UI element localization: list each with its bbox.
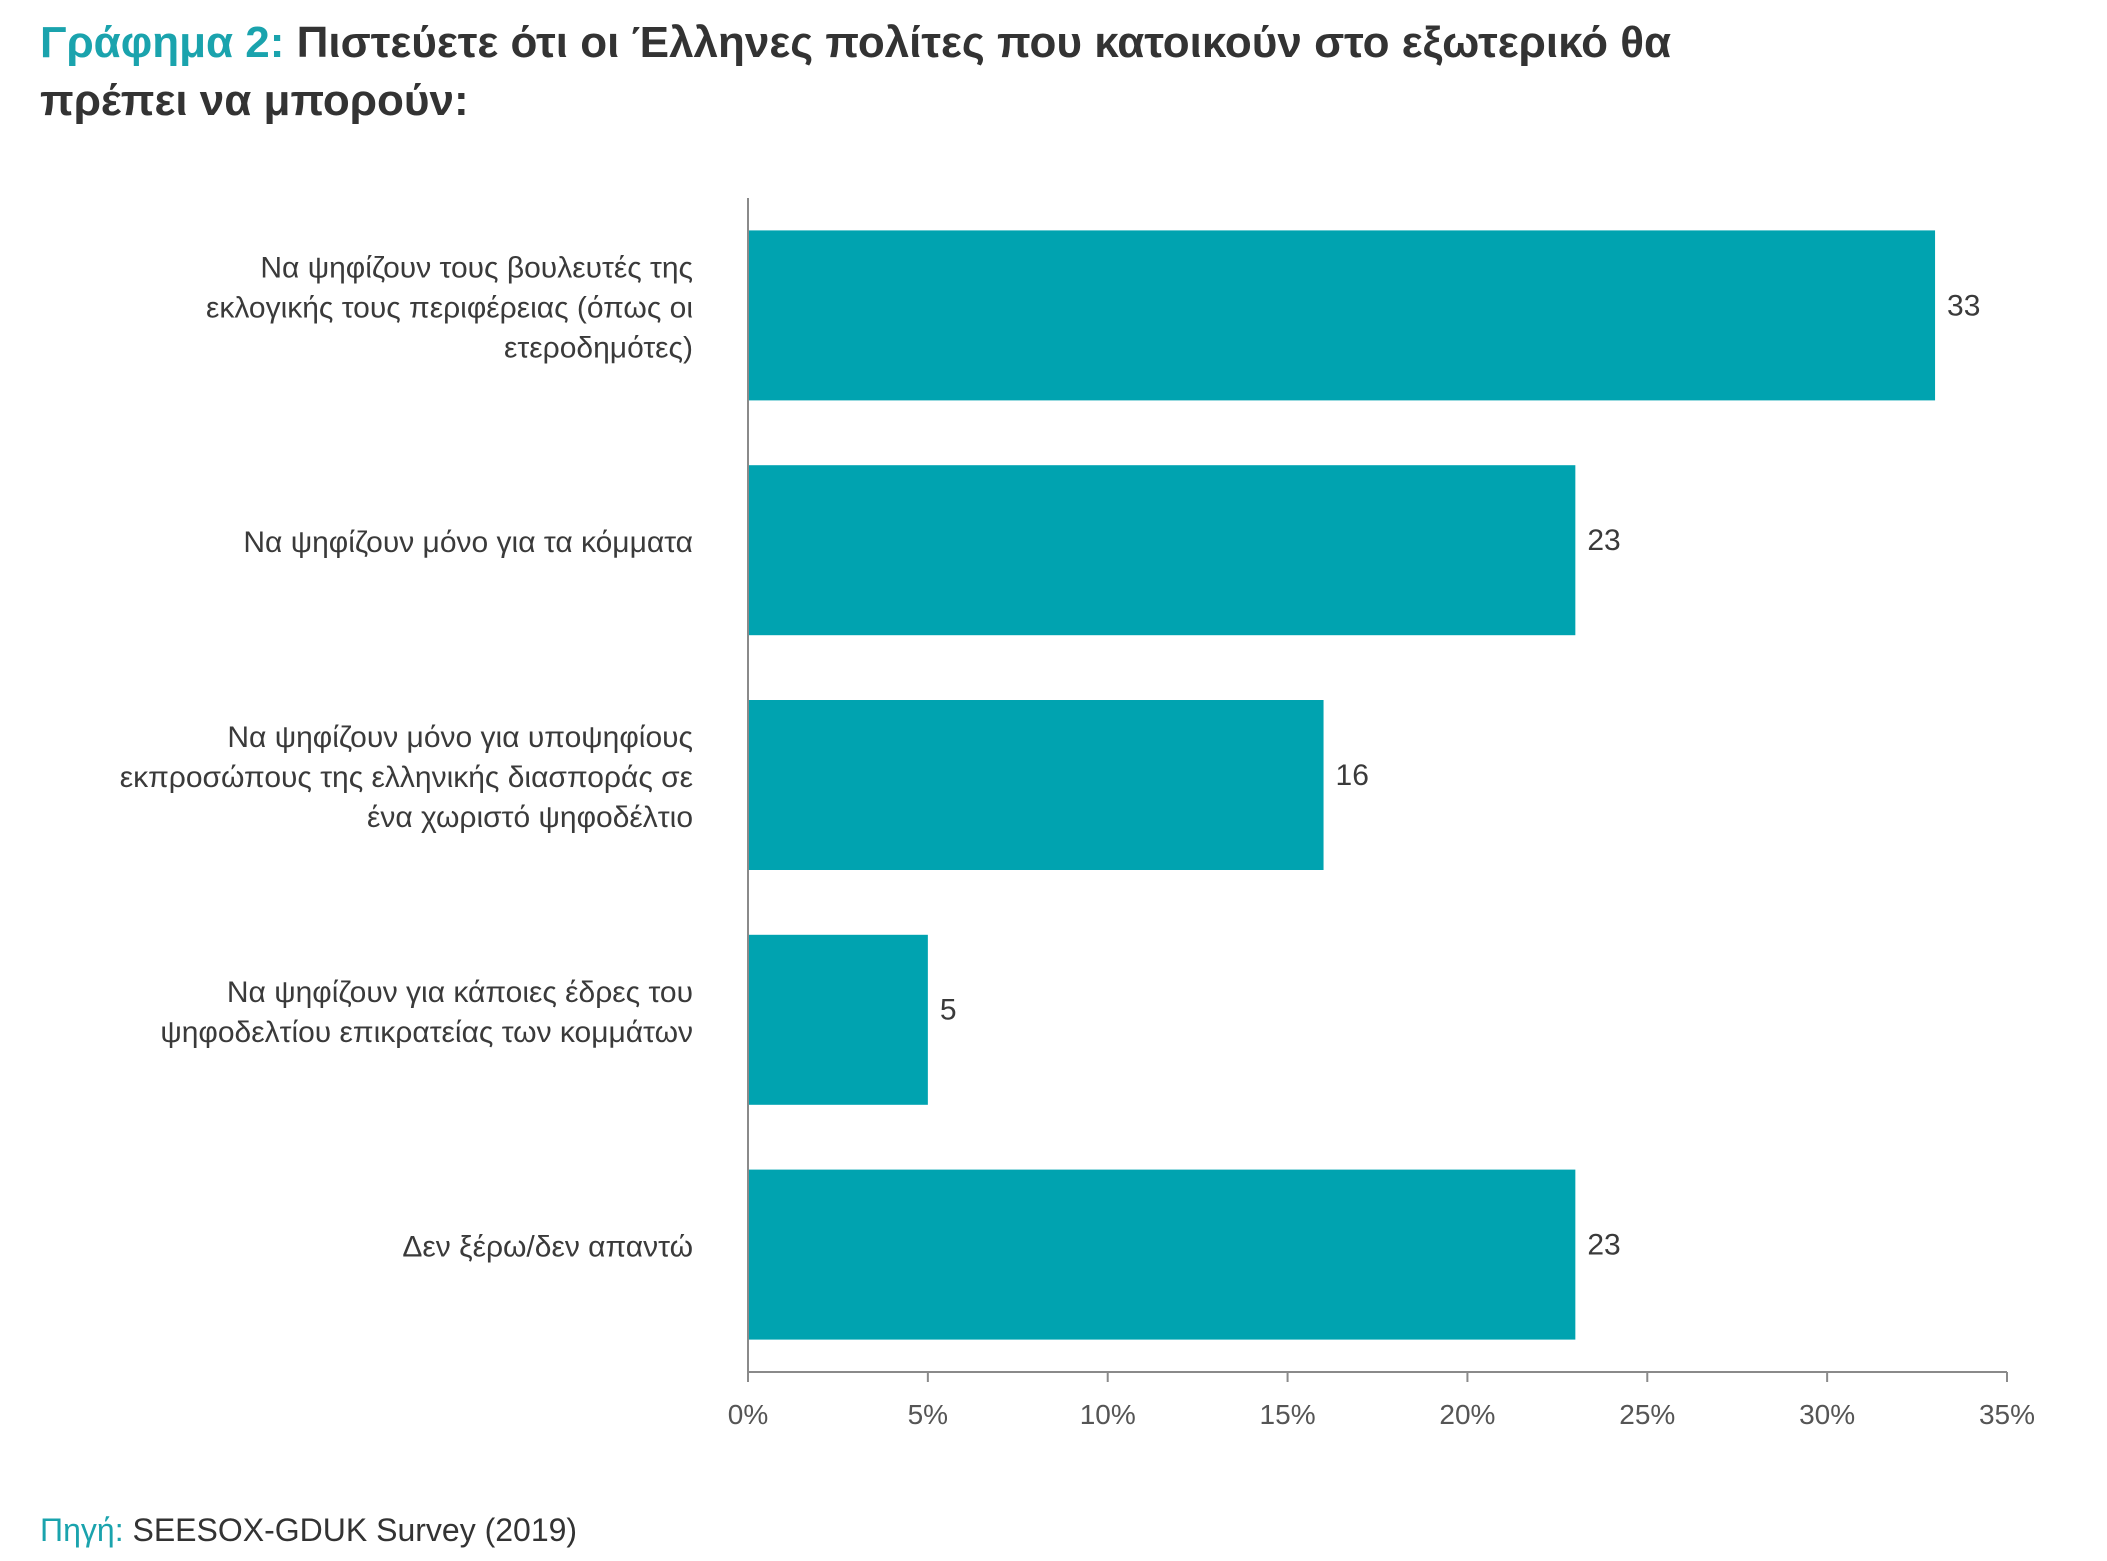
category-label-line: Να ψηφίζουν μόνο για υποψηφίους bbox=[227, 721, 693, 754]
category-label-line: Να ψηφίζουν μόνο για τα κόμματα bbox=[243, 526, 693, 559]
bar bbox=[748, 465, 1576, 636]
x-tick-label: 20% bbox=[1439, 1399, 1495, 1430]
chart-title-prefix: Γράφημα 2: bbox=[40, 18, 285, 67]
category-label-line: Δεν ξέρω/δεν απαντώ bbox=[402, 1231, 693, 1264]
x-tick-label: 10% bbox=[1080, 1399, 1136, 1430]
x-tick-label: 15% bbox=[1260, 1399, 1316, 1430]
bar bbox=[748, 1169, 1576, 1340]
bar bbox=[748, 934, 928, 1105]
bar bbox=[748, 700, 1324, 870]
data-label: 33 bbox=[1947, 289, 1980, 322]
data-label: 16 bbox=[1336, 759, 1369, 792]
category-label-line: εκπροσώπους της ελληνικής διασποράς σε bbox=[120, 761, 693, 794]
x-tick-label: 5% bbox=[908, 1399, 948, 1430]
category-label-line: ετεροδημότες) bbox=[504, 331, 693, 364]
category-label: Να ψηφίζουν τους βουλευτές της εκλογικής … bbox=[206, 251, 693, 364]
category-label-line: Να ψηφίζουν για κάποιες έδρες του bbox=[227, 976, 693, 1009]
chart-title-text: Πιστεύετε ότι οι Έλληνες πολίτες που κατ… bbox=[40, 18, 1672, 125]
data-label: 5 bbox=[940, 994, 957, 1027]
source-text: SEESOX-GDUK Survey (2019) bbox=[132, 1512, 578, 1548]
category-label-line: εκλογικής τους περιφέρειας (όπως οι bbox=[206, 291, 693, 324]
source-label: Πηγή: bbox=[40, 1512, 124, 1548]
category-label: Δεν ξέρω/δεν απαντώ bbox=[402, 1231, 693, 1264]
category-label-line: ψηφοδελτίου επικρατείας των κομμάτων bbox=[160, 1016, 693, 1049]
bar bbox=[748, 230, 1936, 401]
category-label-line: Να ψηφίζουν τους βουλευτές της bbox=[260, 251, 693, 284]
category-label: Να ψηφίζουν μόνο για υποψηφίους εκπροσώπο… bbox=[120, 721, 693, 834]
data-label: 23 bbox=[1587, 524, 1620, 557]
category-label: Να ψηφίζουν μόνο για τα κόμματα bbox=[243, 526, 693, 559]
data-label: 23 bbox=[1587, 1229, 1620, 1262]
source-note: Πηγή: SEESOX-GDUK Survey (2019) bbox=[40, 1510, 577, 1550]
x-tick-label: 0% bbox=[728, 1399, 768, 1430]
x-tick-label: 35% bbox=[1979, 1399, 2035, 1430]
chart-title: Γράφημα 2: Πιστεύετε ότι οι Έλληνες πολί… bbox=[40, 14, 1820, 130]
category-label: Να ψηφίζουν για κάποιες έδρες του ψηφοδελ… bbox=[160, 976, 693, 1049]
x-tick-label: 30% bbox=[1799, 1399, 1855, 1430]
category-label-line: ένα χωριστό ψηφοδέλτιο bbox=[367, 801, 693, 834]
x-tick-label: 25% bbox=[1619, 1399, 1675, 1430]
